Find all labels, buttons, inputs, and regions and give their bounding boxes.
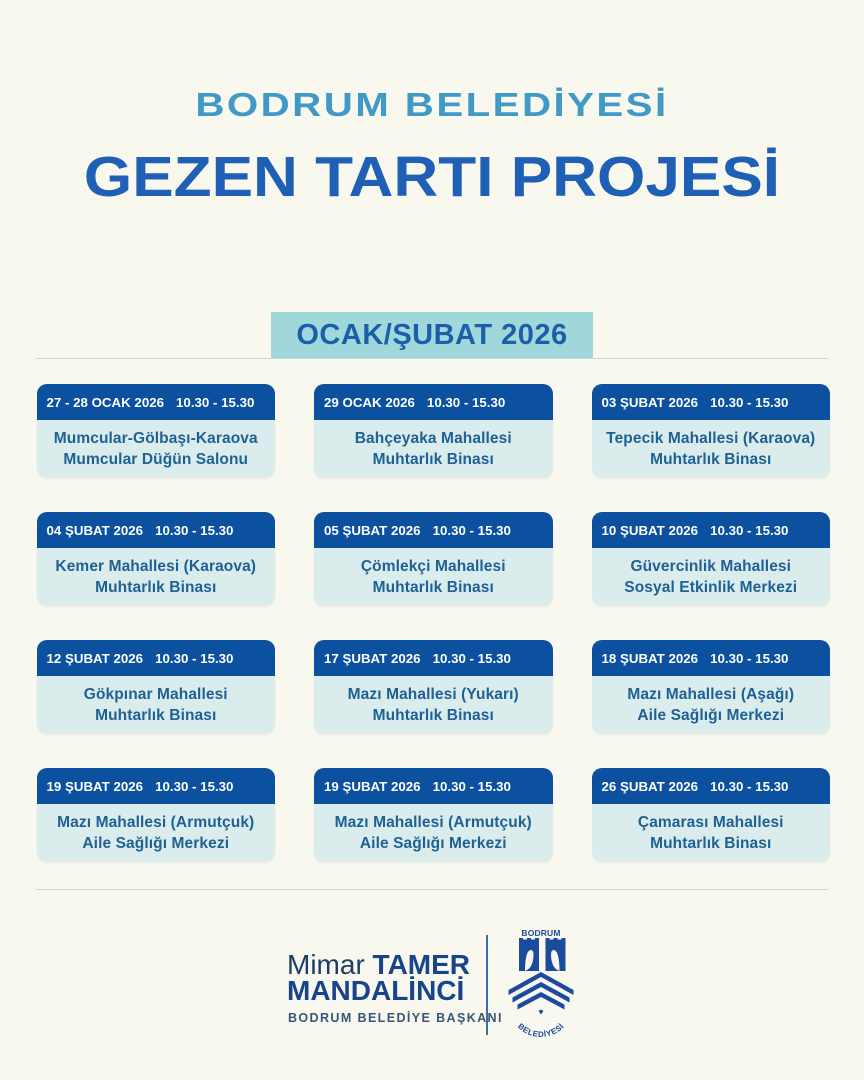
svg-text:BELEDİYESİ: BELEDİYESİ	[516, 1022, 566, 1038]
svg-text:BODRUM: BODRUM	[521, 930, 560, 938]
